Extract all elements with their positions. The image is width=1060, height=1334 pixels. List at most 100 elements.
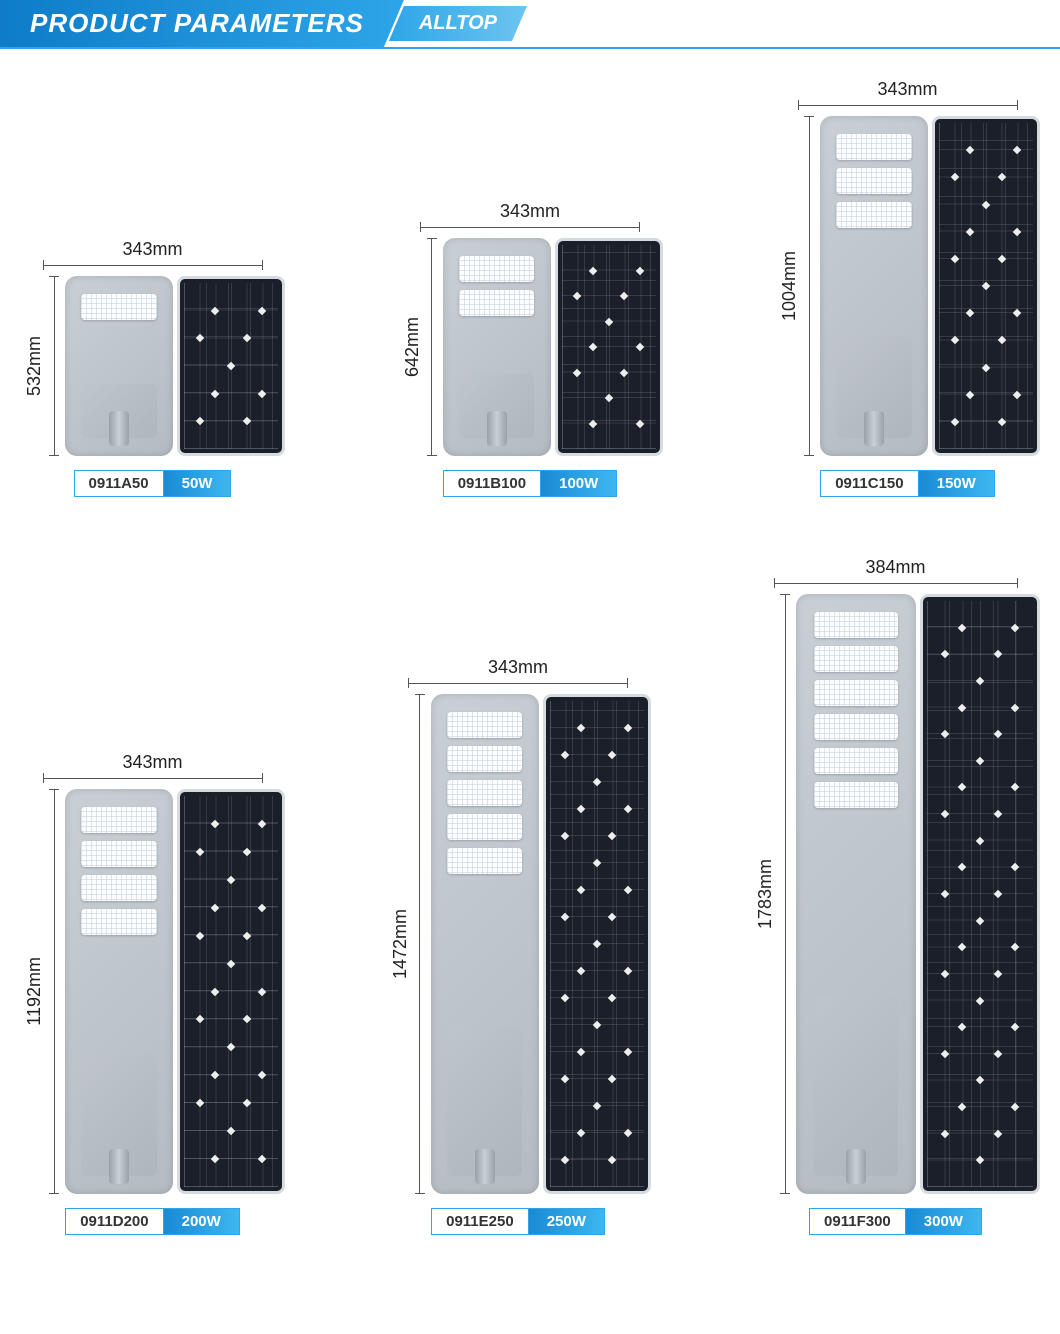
- led-module: [81, 294, 157, 320]
- led-module: [81, 875, 157, 901]
- lamp-front: [65, 276, 173, 456]
- solar-panel: [920, 594, 1040, 1194]
- led-module: [447, 848, 523, 874]
- dimension-width-label: 384mm: [865, 557, 925, 578]
- led-module: [81, 909, 157, 935]
- dimension-height-label: 532mm: [20, 336, 49, 396]
- badge-model: 0911B100: [443, 470, 541, 497]
- badge-watt: 200W: [164, 1208, 240, 1235]
- panel-pair: [796, 594, 1040, 1194]
- led-module: [447, 814, 523, 840]
- pole-connector: [109, 1149, 129, 1184]
- dimension-height: 1783mm: [751, 594, 790, 1194]
- lamp-front: [796, 594, 916, 1194]
- solar-panel: [177, 789, 285, 1194]
- badge-model: 0911E250: [431, 1208, 529, 1235]
- dimension-width-label: 343mm: [122, 239, 182, 260]
- badge-watt: 100W: [541, 470, 617, 497]
- led-module: [814, 646, 898, 672]
- dimension-height: 642mm: [398, 238, 437, 456]
- solar-panel: [543, 694, 651, 1194]
- panel-pair: [65, 789, 285, 1194]
- led-module: [447, 780, 523, 806]
- dimension-width: 343mm: [798, 79, 1018, 110]
- solar-panel: [177, 276, 285, 456]
- pole-connector: [109, 411, 129, 446]
- badge-model: 0911F300: [809, 1208, 906, 1235]
- led-module: [814, 782, 898, 808]
- figure-row: 1783mm: [751, 594, 1040, 1194]
- dimension-width-label: 343mm: [488, 657, 548, 678]
- header-title: PRODUCT PARAMETERS: [0, 0, 404, 47]
- badge-watt: 300W: [906, 1208, 982, 1235]
- dimension-width-label: 343mm: [877, 79, 937, 100]
- led-module: [459, 256, 535, 282]
- pole-connector: [487, 411, 507, 446]
- panel-pair: [65, 276, 285, 456]
- product-item: 343mm 1472mm 0911E250250W: [386, 657, 651, 1235]
- figure-row: 532mm: [20, 276, 285, 456]
- led-module: [81, 807, 157, 833]
- badge-watt: 250W: [529, 1208, 605, 1235]
- led-module: [836, 202, 912, 228]
- dimension-height-label: 1004mm: [775, 251, 804, 321]
- lamp-front: [820, 116, 928, 456]
- led-module: [447, 712, 523, 738]
- product-item: 343mm 1004mm 0911C150150W: [775, 79, 1040, 497]
- product-badge: 0911C150150W: [820, 470, 995, 497]
- dimension-height-label: 1192mm: [20, 957, 49, 1026]
- product-badge: 0911E250250W: [431, 1208, 605, 1235]
- badge-watt: 150W: [919, 470, 995, 497]
- dimension-width: 384mm: [774, 557, 1018, 588]
- figure-row: 1192mm: [20, 789, 285, 1194]
- led-module: [447, 746, 523, 772]
- led-module: [459, 290, 535, 316]
- figure-row: 642mm: [398, 238, 663, 456]
- product-badge: 0911F300300W: [809, 1208, 982, 1235]
- solar-panel: [555, 238, 663, 456]
- dimension-height-label: 642mm: [398, 317, 427, 377]
- figure-row: 1004mm: [775, 116, 1040, 456]
- panel-pair: [820, 116, 1040, 456]
- badge-model: 0911A50: [74, 470, 164, 497]
- lamp-front: [65, 789, 173, 1194]
- pole-connector: [846, 1149, 866, 1184]
- product-item: 343mm 642mm 0911B100100W: [398, 201, 663, 497]
- product-row: 343mm532mm0911A5050W343mm642mm0911B10010…: [20, 79, 1040, 497]
- lamp-front: [443, 238, 551, 456]
- product-item: 343mm 532mm 0911A5050W: [20, 239, 285, 497]
- led-module: [836, 168, 912, 194]
- led-module: [814, 680, 898, 706]
- dimension-height: 1472mm: [386, 694, 425, 1194]
- dimension-width: 343mm: [43, 752, 263, 783]
- dimension-height-label: 1472mm: [386, 909, 415, 979]
- product-item: 384mm 1783mm 0911F300300W: [751, 557, 1040, 1235]
- dimension-width-label: 343mm: [122, 752, 182, 773]
- panel-pair: [431, 694, 651, 1194]
- pole-connector: [864, 411, 884, 446]
- led-module: [814, 714, 898, 740]
- product-row: 343mm 1192mm 0911D200200W 343mm 1472mm 0911E2…: [20, 557, 1040, 1235]
- led-module: [814, 612, 898, 638]
- panel-pair: [443, 238, 663, 456]
- product-badge: 0911D200200W: [65, 1208, 240, 1235]
- product-badge: 0911A5050W: [74, 470, 232, 497]
- lamp-front: [431, 694, 539, 1194]
- badge-model: 0911D200: [65, 1208, 163, 1235]
- dimension-width-label: 343mm: [500, 201, 560, 222]
- led-module: [836, 134, 912, 160]
- solar-panel: [932, 116, 1040, 456]
- figure-row: 1472mm: [386, 694, 651, 1194]
- dimension-height: 532mm: [20, 276, 59, 456]
- header-bar: PRODUCT PARAMETERS ALLTOP: [0, 0, 1060, 49]
- badge-model: 0911C150: [820, 470, 918, 497]
- pole-connector: [475, 1149, 495, 1184]
- badge-watt: 50W: [164, 470, 232, 497]
- dimension-height-label: 1783mm: [751, 859, 780, 929]
- product-badge: 0911B100100W: [443, 470, 618, 497]
- dimension-width: 343mm: [420, 201, 640, 232]
- dimension-height: 1192mm: [20, 789, 59, 1194]
- dimension-height: 1004mm: [775, 116, 814, 456]
- product-grid: 343mm532mm0911A5050W343mm642mm0911B10010…: [0, 79, 1060, 1275]
- led-module: [814, 748, 898, 774]
